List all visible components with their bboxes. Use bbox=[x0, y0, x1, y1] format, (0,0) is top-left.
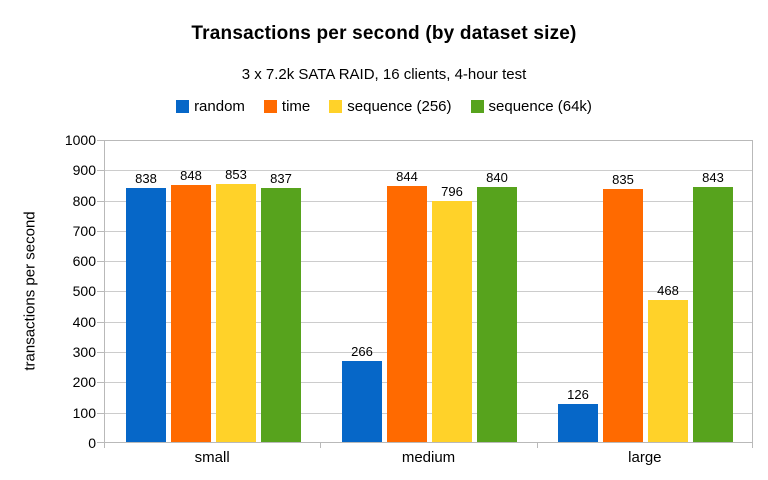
bar-sequence-256- bbox=[216, 184, 256, 442]
y-axis-title: transactions per second bbox=[21, 211, 39, 371]
bar-value-label: 844 bbox=[396, 169, 418, 184]
bar-value-label: 840 bbox=[486, 170, 508, 185]
gridline bbox=[105, 382, 752, 383]
bar-sequence-256- bbox=[432, 201, 472, 442]
bar-value-label: 796 bbox=[441, 184, 463, 199]
gridline bbox=[105, 291, 752, 292]
y-tick-label: 600 bbox=[72, 253, 96, 269]
bar-time bbox=[387, 186, 427, 442]
legend-swatch-icon bbox=[470, 99, 484, 113]
y-tick-mark bbox=[97, 140, 104, 141]
y-tick-mark bbox=[97, 322, 104, 323]
y-tick-mark bbox=[97, 261, 104, 262]
y-tick-label: 900 bbox=[72, 162, 96, 178]
y-tick-label: 700 bbox=[72, 223, 96, 239]
legend-label: time bbox=[281, 97, 311, 115]
legend-swatch-icon bbox=[176, 99, 190, 113]
bar-random bbox=[342, 361, 382, 442]
bar-value-label: 838 bbox=[135, 171, 157, 186]
legend-swatch-icon bbox=[329, 99, 343, 113]
x-tick-mark bbox=[320, 443, 321, 448]
chart-title: Transactions per second (by dataset size… bbox=[191, 23, 577, 44]
legend-label: sequence (256) bbox=[347, 97, 452, 115]
bar-value-label: 126 bbox=[567, 387, 589, 402]
legend-item: time bbox=[263, 97, 311, 115]
x-tick-mark bbox=[537, 443, 538, 448]
bar-value-label: 848 bbox=[180, 168, 202, 183]
gridline bbox=[105, 201, 752, 202]
y-tick-mark bbox=[97, 442, 104, 443]
legend-item: random bbox=[176, 98, 245, 115]
bar-value-label: 835 bbox=[612, 172, 634, 187]
legend-label: random bbox=[194, 97, 245, 115]
bar-value-label: 266 bbox=[351, 344, 373, 359]
x-category-label: large bbox=[628, 449, 662, 466]
legend: random time sequence (256) sequence (64k) bbox=[0, 97, 768, 115]
x-category-label: small bbox=[194, 449, 230, 466]
y-tick-label: 100 bbox=[72, 405, 96, 421]
bar-time bbox=[603, 189, 643, 442]
bar-sequence-256- bbox=[648, 300, 688, 442]
bar-sequence-64k- bbox=[261, 188, 301, 442]
y-tick-mark bbox=[97, 201, 104, 202]
y-tick-mark bbox=[97, 170, 104, 171]
bar-time bbox=[171, 185, 211, 442]
bar-random bbox=[558, 404, 598, 442]
legend-item: sequence (64k) bbox=[470, 97, 592, 115]
x-tick-mark bbox=[104, 443, 105, 448]
y-tick-label: 300 bbox=[72, 344, 96, 360]
plot-area: 838 848 853 837 266 844 796 840 126 835 468 843 bbox=[104, 140, 753, 443]
y-tick-label: 200 bbox=[72, 374, 96, 390]
legend-item: sequence (256) bbox=[329, 97, 452, 115]
x-category-label: medium bbox=[401, 449, 456, 466]
gridline bbox=[105, 231, 752, 232]
bar-value-label: 468 bbox=[657, 283, 679, 298]
y-tick-label: 1000 bbox=[64, 132, 96, 148]
gridline bbox=[105, 261, 752, 262]
gridline bbox=[105, 322, 752, 323]
bar-value-label: 837 bbox=[270, 171, 292, 186]
y-tick-mark bbox=[97, 413, 104, 414]
gridline bbox=[105, 352, 752, 353]
y-tick-label: 0 bbox=[88, 435, 96, 451]
y-tick-label: 400 bbox=[72, 314, 96, 330]
legend-swatch-icon bbox=[263, 99, 277, 113]
bar-value-label: 843 bbox=[702, 170, 724, 185]
bar-random bbox=[126, 188, 166, 442]
bar-value-label: 853 bbox=[225, 167, 247, 182]
bar-sequence-64k- bbox=[477, 187, 517, 442]
y-tick-mark bbox=[97, 352, 104, 353]
y-tick-mark bbox=[97, 231, 104, 232]
x-tick-mark bbox=[752, 443, 753, 448]
y-tick-mark bbox=[97, 291, 104, 292]
y-tick-label: 800 bbox=[72, 193, 96, 209]
chart-subtitle: 3 x 7.2k SATA RAID, 16 clients, 4-hour t… bbox=[241, 66, 527, 83]
gridline bbox=[105, 170, 752, 171]
legend-label: sequence (64k) bbox=[488, 97, 592, 115]
y-tick-label: 500 bbox=[72, 283, 96, 299]
bar-sequence-64k- bbox=[693, 187, 733, 442]
y-tick-mark bbox=[97, 382, 104, 383]
gridline bbox=[105, 413, 752, 414]
